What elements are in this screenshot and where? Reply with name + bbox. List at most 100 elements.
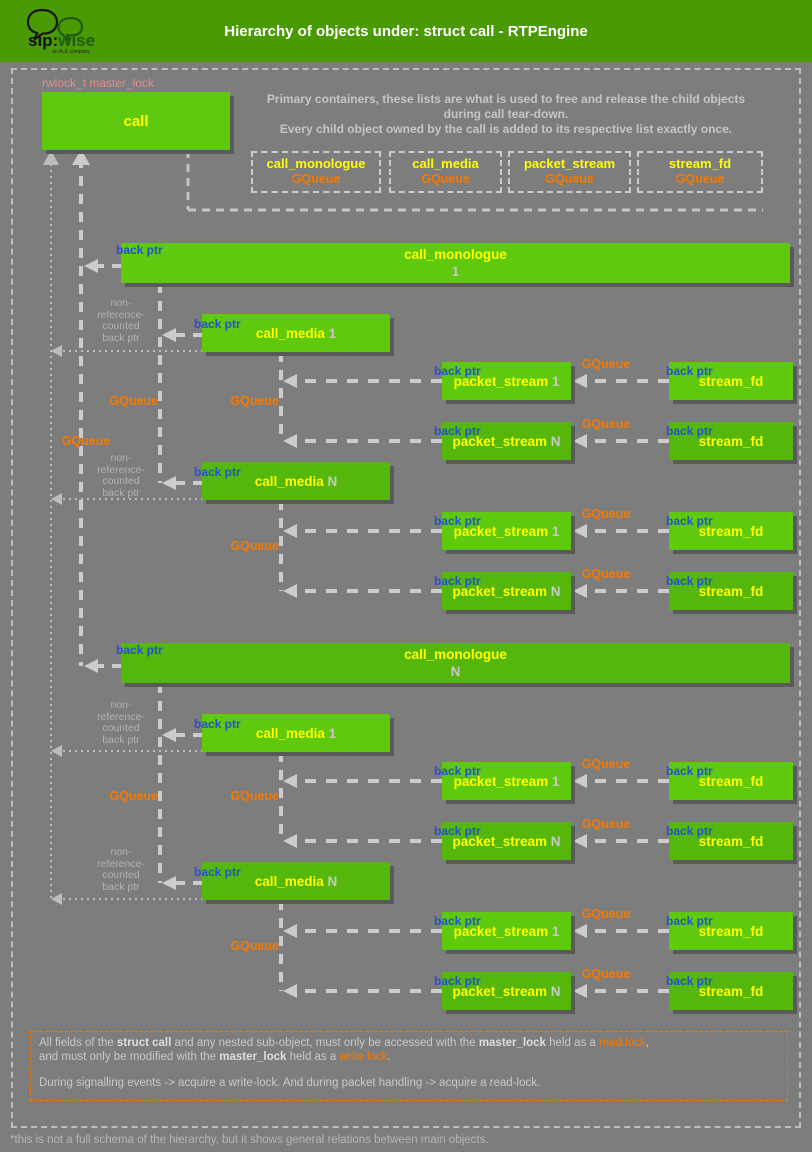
gqueue-label: GQueue: [581, 417, 631, 431]
box-title: stream_fd: [698, 523, 764, 539]
box-title: call_media N: [255, 873, 338, 890]
box-title-text: packet_stream: [452, 983, 548, 999]
packet-stream-n-box: packet_stream N: [442, 422, 571, 460]
nonref-line: back ptr: [102, 880, 140, 893]
nonref-line: counted: [102, 475, 140, 487]
box-index: N: [327, 473, 338, 489]
box-index: 1: [551, 923, 560, 939]
packet-stream-1-box: packet_stream 1: [442, 512, 571, 550]
box-title: packet_stream N: [452, 433, 560, 450]
nonref-line: reference-: [97, 308, 145, 321]
box-title: packet_stream 1: [454, 523, 560, 540]
gqueue-label: GQueue: [61, 434, 111, 448]
stream-fd-box: stream_fd: [669, 822, 793, 860]
call-box: call: [42, 92, 230, 150]
wire-streamfd-link-heads: [573, 374, 587, 998]
box-title: packet_stream N: [452, 833, 560, 850]
wire-call-to-queue-lists: [186, 150, 763, 212]
stream-fd-box: stream_fd: [669, 422, 793, 460]
nonref-line: counted: [102, 320, 140, 332]
note-text: ,: [645, 1037, 649, 1049]
stream-fd-box: stream_fd: [669, 972, 793, 1010]
box-index: 1: [551, 373, 560, 389]
back-ptr-label: back ptr: [666, 914, 713, 928]
packet-stream-n-box: packet_stream N: [442, 572, 571, 610]
box-index: N: [327, 873, 338, 889]
gqueue-label: GQueue: [230, 394, 279, 408]
queue-box-type: GQueue: [675, 172, 725, 186]
box-index: N: [550, 583, 561, 599]
packet-stream-1-box: packet_stream 1: [442, 912, 571, 950]
back-ptr-label: back ptr: [194, 717, 241, 731]
call-media-1-box: call_media 1: [202, 314, 390, 352]
box-title: packet_stream 1: [454, 923, 560, 940]
box-title-text: packet_stream: [452, 583, 548, 599]
queue-box-type: GQueue: [421, 172, 470, 186]
queue-box-packet-stream: packet_stream GQueue: [508, 151, 631, 193]
gqueue-label: GQueue: [109, 394, 158, 408]
page-title: Hierarchy of objects under: struct call …: [224, 22, 588, 40]
box-title: stream_fd: [698, 373, 764, 389]
logo-wise: wise: [58, 31, 96, 50]
packet-stream-1-box: packet_stream 1: [442, 762, 571, 800]
nonref-line: reference-: [97, 857, 145, 870]
diagram-panel-border: [11, 68, 801, 1128]
gqueue-label: GQueue: [581, 507, 631, 521]
box-title-text: call_media: [254, 873, 324, 889]
back-ptr-label: back ptr: [666, 974, 713, 988]
nonref-line: reference-: [97, 710, 145, 723]
queue-box-type: GQueue: [291, 172, 341, 186]
gqueue-label: GQueue: [230, 789, 279, 803]
box-index: N: [450, 664, 461, 679]
logo-tagline: an ALE company: [52, 49, 90, 55]
intro-line-3: Every child object owned by the call is …: [279, 122, 733, 136]
back-ptr-label: back ptr: [116, 643, 163, 657]
gqueue-label: GQueue: [581, 967, 631, 981]
wire-nonref-arrowheads: [43, 150, 62, 905]
wire-monologue-backptr-heads: [84, 259, 98, 673]
box-title: stream_fd: [698, 773, 764, 789]
back-ptr-label: back ptr: [434, 764, 481, 778]
intro-text: Primary containers, these lists are what…: [250, 92, 762, 137]
nonref-line: counted: [102, 722, 140, 734]
read-lock-text: read lock: [599, 1037, 646, 1049]
queue-box-call-media: call_media GQueue: [389, 151, 502, 193]
back-ptr-label: back ptr: [434, 364, 481, 378]
box-title: stream_fd: [698, 833, 764, 849]
box-title-text: packet_stream: [452, 833, 548, 849]
call-monologue-1-box: call_monologue 1: [121, 243, 790, 283]
note-text: .: [387, 1050, 391, 1063]
call-media-n-box: call_media N: [202, 462, 390, 500]
note-bold: struct call: [116, 1037, 172, 1049]
box-index: 1: [551, 773, 560, 789]
box-title-text: packet_stream: [453, 523, 549, 539]
sipwise-logo: sip:wise an ALE company: [24, 4, 114, 60]
nonref-line: non-: [110, 297, 132, 309]
box-title: packet_stream 1: [454, 773, 560, 790]
wire-monologue-trunk-arrowhead: [72, 149, 90, 165]
box-title: stream_fd: [698, 983, 764, 999]
packet-stream-1-box: packet_stream 1: [442, 362, 571, 400]
stream-fd-box: stream_fd: [669, 362, 793, 400]
queue-box-stream-fd: stream_fd GQueue: [637, 151, 763, 193]
note-text: held as a: [545, 1037, 600, 1049]
box-title-text: packet_stream: [453, 773, 549, 789]
packet-stream-n-box: packet_stream N: [442, 972, 571, 1010]
note-line-1: All fields of the struct call and any ne…: [39, 1037, 779, 1051]
queue-box-type: GQueue: [545, 172, 594, 186]
nonref-line: non-: [110, 846, 132, 858]
note-spacer: [39, 1064, 779, 1077]
note-bold: master_lock: [478, 1037, 546, 1049]
box-title: packet_stream 1: [454, 373, 560, 390]
back-ptr-label: back ptr: [434, 574, 481, 588]
back-ptr-label: back ptr: [666, 514, 713, 528]
wire-nonref-trunk: [50, 158, 202, 900]
back-ptr-label: back ptr: [194, 865, 241, 879]
box-title: call_monologue: [404, 247, 507, 262]
back-ptr-label: back ptr: [434, 824, 481, 838]
wire-media-backptr-heads: [162, 328, 176, 890]
back-ptr-label: back ptr: [666, 824, 713, 838]
back-ptr-label: back ptr: [434, 974, 481, 988]
logo-sip: sip:: [28, 31, 59, 50]
wire-monologue-backptrs: [97, 264, 121, 668]
